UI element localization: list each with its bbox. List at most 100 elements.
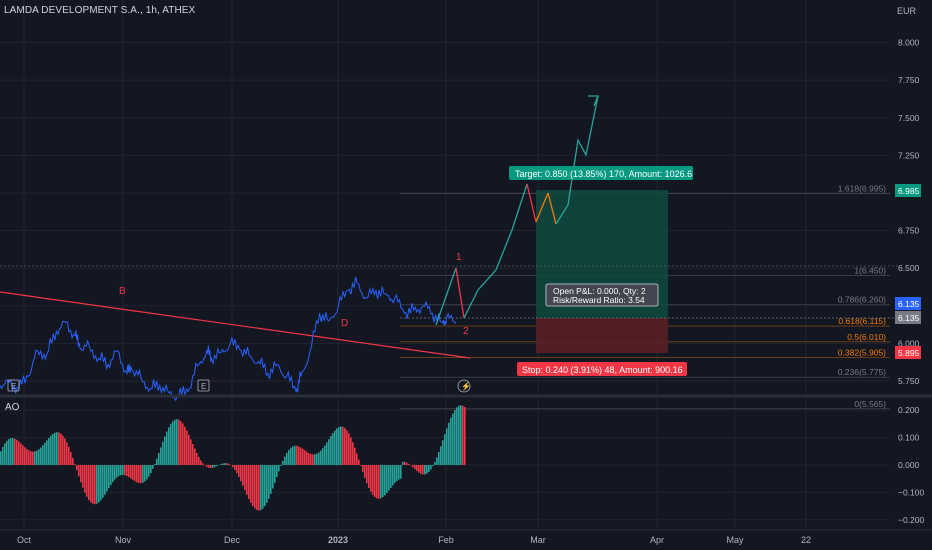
ao-bar bbox=[140, 465, 142, 484]
ao-bar bbox=[394, 465, 396, 484]
ao-bar bbox=[216, 465, 218, 467]
price-axis[interactable]: 8.0007.7507.5007.2507.0006.7506.5006.250… bbox=[898, 38, 920, 386]
ao-bar bbox=[284, 456, 286, 465]
ao-bar bbox=[372, 465, 374, 495]
flash-icon[interactable] bbox=[457, 379, 471, 393]
ao-bar bbox=[396, 465, 398, 482]
projected-leg bbox=[435, 267, 457, 326]
time-tick-label: May bbox=[726, 535, 744, 545]
ao-bar bbox=[158, 453, 160, 465]
target-price-tag bbox=[895, 184, 921, 197]
ao-bar bbox=[116, 465, 118, 478]
ao-bar bbox=[60, 433, 62, 465]
ao-bar bbox=[342, 426, 344, 465]
ao-bar bbox=[268, 465, 270, 499]
marker-b: B bbox=[119, 286, 126, 297]
target-price-tag-text: 6.985 bbox=[898, 186, 920, 196]
time-axis[interactable]: Oct Nov Dec 2023 Feb Mar Apr May 22 bbox=[17, 535, 811, 545]
time-tick-label: 2023 bbox=[328, 535, 348, 545]
ao-bar bbox=[134, 465, 136, 482]
ao-bar bbox=[114, 465, 116, 480]
fib-label: 0.5(6.010) bbox=[847, 332, 886, 342]
ao-bar bbox=[246, 465, 248, 495]
price-line bbox=[0, 276, 457, 402]
ao-bar bbox=[54, 432, 56, 465]
ao-bar bbox=[334, 430, 336, 465]
ao-bar bbox=[200, 460, 202, 465]
ao-bar bbox=[236, 465, 238, 474]
ao-bar bbox=[424, 465, 426, 475]
pnl-box[interactable] bbox=[545, 283, 659, 307]
ao-bar bbox=[112, 465, 114, 483]
indicator-label[interactable]: AO bbox=[5, 402, 20, 413]
ao-bar bbox=[36, 450, 38, 465]
ao-bar bbox=[432, 465, 434, 467]
ao-bar bbox=[166, 431, 168, 465]
ao-bar bbox=[400, 465, 402, 479]
last-price-tag bbox=[895, 297, 921, 310]
ao-bar bbox=[440, 446, 442, 465]
ao-bar bbox=[362, 465, 364, 473]
stop-price-tag-text: 5.895 bbox=[898, 348, 920, 358]
ao-tick-label: −0.200 bbox=[898, 515, 925, 525]
target-label-box[interactable] bbox=[509, 166, 693, 180]
stop-label: Stop: 0.240 (3.91%) 48, Amount: 900.16 bbox=[522, 365, 683, 375]
ao-bar bbox=[460, 405, 462, 465]
ao-bar bbox=[164, 436, 166, 465]
ao-bar bbox=[456, 407, 458, 465]
ao-bar bbox=[146, 465, 148, 480]
ao-bar bbox=[290, 447, 292, 465]
projected-path[interactable] bbox=[435, 95, 599, 326]
marker-2: 2 bbox=[463, 326, 469, 337]
price-tick-label: 6.500 bbox=[898, 263, 920, 273]
ao-axis[interactable]: 0.200 0.100 0.000 −0.100 −0.200 bbox=[898, 405, 925, 525]
ao-bar bbox=[28, 450, 30, 465]
stop-zone[interactable] bbox=[536, 318, 668, 353]
ao-bar bbox=[278, 465, 280, 472]
ao-bar bbox=[452, 413, 454, 465]
fib-label: 0.382(5.905) bbox=[838, 348, 886, 358]
ao-tick-label: 0.200 bbox=[898, 405, 920, 415]
flash-icon-glyph: ⚡ bbox=[461, 381, 471, 391]
ao-tick-label: −0.100 bbox=[898, 487, 925, 497]
ao-bar bbox=[384, 465, 386, 496]
stop-label-box[interactable] bbox=[517, 362, 687, 376]
ao-bar bbox=[30, 451, 32, 465]
trend-line[interactable] bbox=[0, 291, 471, 359]
ao-bar bbox=[110, 465, 112, 486]
ao-bar bbox=[40, 447, 42, 465]
earnings-icon[interactable] bbox=[7, 379, 20, 392]
ao-bar bbox=[132, 465, 134, 480]
ao-bar bbox=[72, 457, 74, 465]
time-tick-label: 22 bbox=[801, 535, 811, 545]
ao-bar bbox=[180, 421, 182, 465]
ao-bar bbox=[32, 451, 34, 465]
ao-bar bbox=[12, 438, 14, 465]
ao-bar bbox=[296, 445, 298, 465]
price-series bbox=[0, 276, 457, 402]
earnings-icon[interactable] bbox=[197, 379, 210, 392]
ao-bar bbox=[50, 435, 52, 465]
fib-label: 0.236(5.775) bbox=[838, 367, 886, 377]
earnings-icon-glyph: E bbox=[11, 382, 16, 391]
ao-bar bbox=[170, 423, 172, 465]
ao-bar bbox=[354, 447, 356, 465]
ao-bar bbox=[90, 465, 92, 503]
symbol-title[interactable]: LAMDA DEVELOPMENT S.A., 1h, ATHEX bbox=[4, 5, 196, 16]
ao-bar bbox=[168, 427, 170, 465]
ao-bar bbox=[194, 448, 196, 465]
ao-bar bbox=[322, 448, 324, 465]
ao-bar bbox=[26, 448, 28, 465]
ao-bar bbox=[428, 465, 430, 473]
ao-bar bbox=[62, 435, 64, 465]
ao-bar bbox=[462, 405, 464, 465]
ao-bar bbox=[306, 451, 308, 465]
ao-bar bbox=[264, 465, 266, 507]
ao-bar bbox=[454, 409, 456, 465]
ao-bar bbox=[98, 465, 100, 503]
time-tick-label: Oct bbox=[17, 535, 32, 545]
projected-leg bbox=[535, 192, 549, 223]
ao-bar bbox=[308, 453, 310, 465]
ao-bar bbox=[226, 463, 228, 465]
